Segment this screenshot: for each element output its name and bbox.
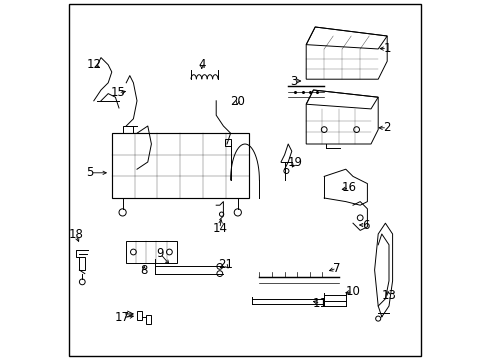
Text: 8: 8	[141, 264, 148, 277]
Text: 17: 17	[115, 311, 130, 324]
Bar	[122, 126, 133, 133]
Bar	[126, 241, 176, 263]
Text: 18: 18	[69, 228, 83, 241]
Text: 11: 11	[313, 297, 328, 310]
Text: 19: 19	[288, 156, 303, 169]
Text: 5: 5	[87, 166, 94, 179]
Bar	[146, 315, 151, 324]
Bar	[112, 133, 248, 198]
Text: 14: 14	[212, 222, 227, 235]
Text: 10: 10	[345, 285, 361, 298]
Text: 15: 15	[111, 86, 126, 99]
Bar	[225, 139, 231, 146]
Bar	[137, 311, 143, 320]
Text: 1: 1	[384, 42, 391, 55]
Text: 16: 16	[342, 181, 357, 194]
Text: 7: 7	[333, 262, 341, 275]
Text: 2: 2	[384, 121, 391, 134]
Text: 21: 21	[218, 258, 233, 271]
Text: 4: 4	[198, 58, 205, 71]
Bar	[79, 257, 85, 270]
Text: 3: 3	[290, 75, 297, 87]
Text: 9: 9	[157, 247, 164, 260]
Text: 20: 20	[230, 95, 245, 108]
Text: 13: 13	[382, 289, 396, 302]
Text: 12: 12	[86, 58, 101, 71]
Text: 6: 6	[362, 219, 369, 231]
